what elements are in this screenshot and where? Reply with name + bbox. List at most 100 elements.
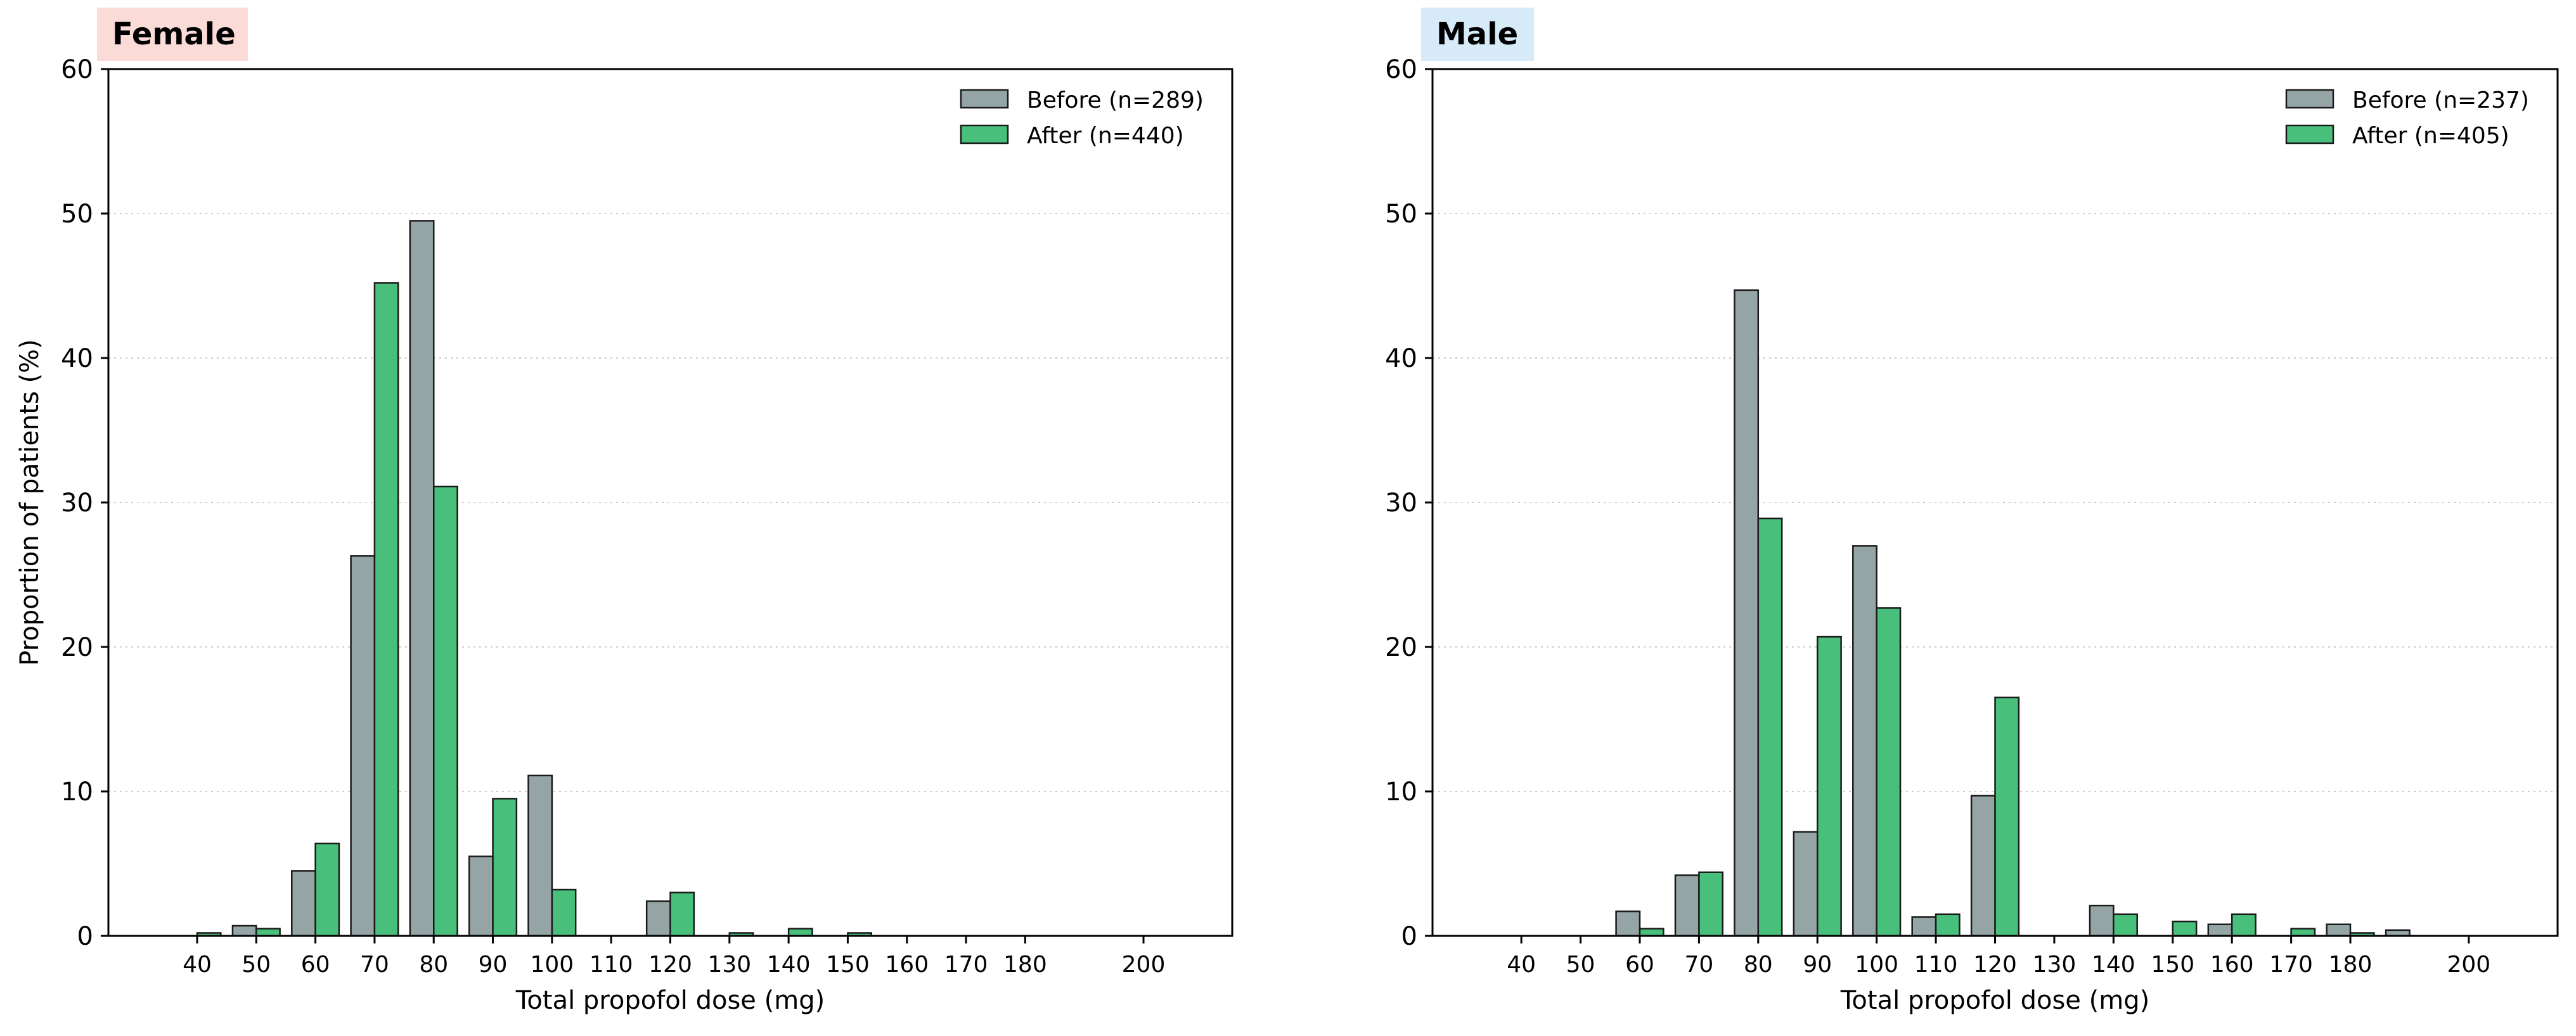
after-bar [1757, 517, 1783, 937]
y-tick-label: 40 [1385, 344, 1417, 373]
legend-label-after: After (n=405) [2352, 123, 2509, 149]
y-tick-label: 50 [61, 200, 93, 229]
x-tick-label: 90 [1803, 952, 1832, 978]
after-bar [1639, 928, 1665, 937]
x-tick-label: 150 [826, 952, 870, 978]
y-tick-label: 0 [1401, 922, 1417, 951]
legend-swatch-before [960, 89, 1009, 109]
after-bar [1935, 913, 1961, 937]
x-tick-label: 70 [1684, 952, 1713, 978]
y-tick-label: 60 [61, 55, 93, 84]
y-tick-label: 40 [61, 344, 93, 373]
after-bar [2231, 913, 2257, 937]
x-tick-label: 100 [1855, 952, 1898, 978]
x-tick-label: 140 [767, 952, 811, 978]
x-tick-label: 120 [1973, 952, 2017, 978]
before-bar [1911, 916, 1937, 937]
before-bar [1674, 874, 1700, 937]
legend-label-before: Before (n=237) [2352, 87, 2529, 113]
x-tick-label: 70 [360, 952, 389, 978]
title-badge [97, 8, 248, 61]
y-tick-label: 10 [1385, 777, 1417, 807]
before-bar [2089, 904, 2115, 937]
before-bar [231, 924, 257, 937]
after-bar [432, 485, 458, 937]
before-bar [2207, 923, 2233, 937]
title-badge [1421, 8, 1534, 61]
before-bar [1615, 910, 1641, 937]
before-bar [1793, 831, 1819, 937]
after-bar [787, 928, 813, 937]
legend-swatch-before [2285, 89, 2334, 109]
y-tick-label: 30 [1385, 489, 1417, 518]
x-tick-label: 110 [589, 952, 633, 978]
after-bar [492, 798, 518, 937]
before-bar [2326, 923, 2352, 937]
x-tick-label: 180 [1003, 952, 1047, 978]
x-tick-label: 200 [1122, 952, 1166, 978]
x-axis-label: Total propofol dose (mg) [1840, 986, 2149, 1015]
before-bar [645, 900, 671, 937]
x-tick-label: 110 [1914, 952, 1958, 978]
x-tick-label: 60 [301, 952, 330, 978]
after-bar [2113, 913, 2138, 937]
x-axis-label: Total propofol dose (mg) [515, 986, 825, 1015]
x-tick-label: 50 [242, 952, 271, 978]
y-tick-label: 20 [1385, 633, 1417, 662]
after-bar [2290, 928, 2316, 937]
after-bar [255, 928, 281, 937]
legend-swatch-after [2285, 124, 2334, 144]
after-bar [1994, 696, 2020, 937]
before-bar [1734, 289, 1760, 937]
x-tick-label: 200 [2447, 952, 2491, 978]
panel-title: Female [112, 16, 236, 52]
after-bar [1816, 636, 1842, 937]
before-bar [350, 555, 376, 937]
after-bar [1698, 871, 1724, 937]
x-tick-label: 40 [1507, 952, 1536, 978]
x-tick-label: 80 [419, 952, 448, 978]
before-bar [468, 855, 494, 937]
plot-frame [107, 68, 1233, 937]
x-tick-label: 90 [479, 952, 508, 978]
y-tick-label: 50 [1385, 200, 1417, 229]
after-bar [551, 888, 577, 937]
y-tick-label: 0 [77, 922, 93, 951]
y-tick-label: 20 [61, 633, 93, 662]
y-axis-label: Proportion of patients (%) [15, 339, 44, 666]
before-bar [409, 220, 435, 937]
before-bar [1852, 545, 1877, 937]
x-tick-label: 130 [707, 952, 751, 978]
legend-label-before: Before (n=289) [1027, 87, 1204, 113]
legend-swatch-after [960, 124, 1009, 144]
before-bar [527, 774, 553, 937]
x-tick-label: 180 [2329, 952, 2373, 978]
x-tick-label: 130 [2033, 952, 2077, 978]
panel-title: Male [1436, 16, 1518, 52]
panel-male: 0 10 20 30 40 50 60 40 50 60 70 80 90 100 110 120 130 140… [1385, 8, 2559, 1015]
x-tick-label: 100 [531, 952, 574, 978]
legend-label-after: After (n=440) [1027, 123, 1184, 149]
before-bar [1970, 795, 1996, 937]
x-tick-label: 160 [885, 952, 929, 978]
x-tick-label: 40 [183, 952, 212, 978]
x-tick-label: 170 [944, 952, 988, 978]
after-bar [1876, 607, 1902, 937]
x-tick-label: 60 [1625, 952, 1654, 978]
y-tick-label: 60 [1385, 55, 1417, 84]
x-tick-label: 150 [2151, 952, 2194, 978]
after-bar [669, 892, 695, 937]
after-bar [373, 282, 399, 937]
y-tick-label: 30 [61, 489, 93, 518]
x-tick-label: 160 [2210, 952, 2254, 978]
x-tick-label: 120 [648, 952, 692, 978]
after-bar [314, 842, 340, 937]
x-tick-label: 170 [2269, 952, 2313, 978]
x-tick-label: 80 [1744, 952, 1773, 978]
y-tick-label: 10 [61, 777, 93, 807]
before-bar [291, 870, 316, 937]
panel-female: 0 10 20 30 40 50 60 40 50 60 70 80 90 100 110 120 130 140… [15, 8, 1233, 1015]
x-tick-label: 140 [2092, 952, 2135, 978]
